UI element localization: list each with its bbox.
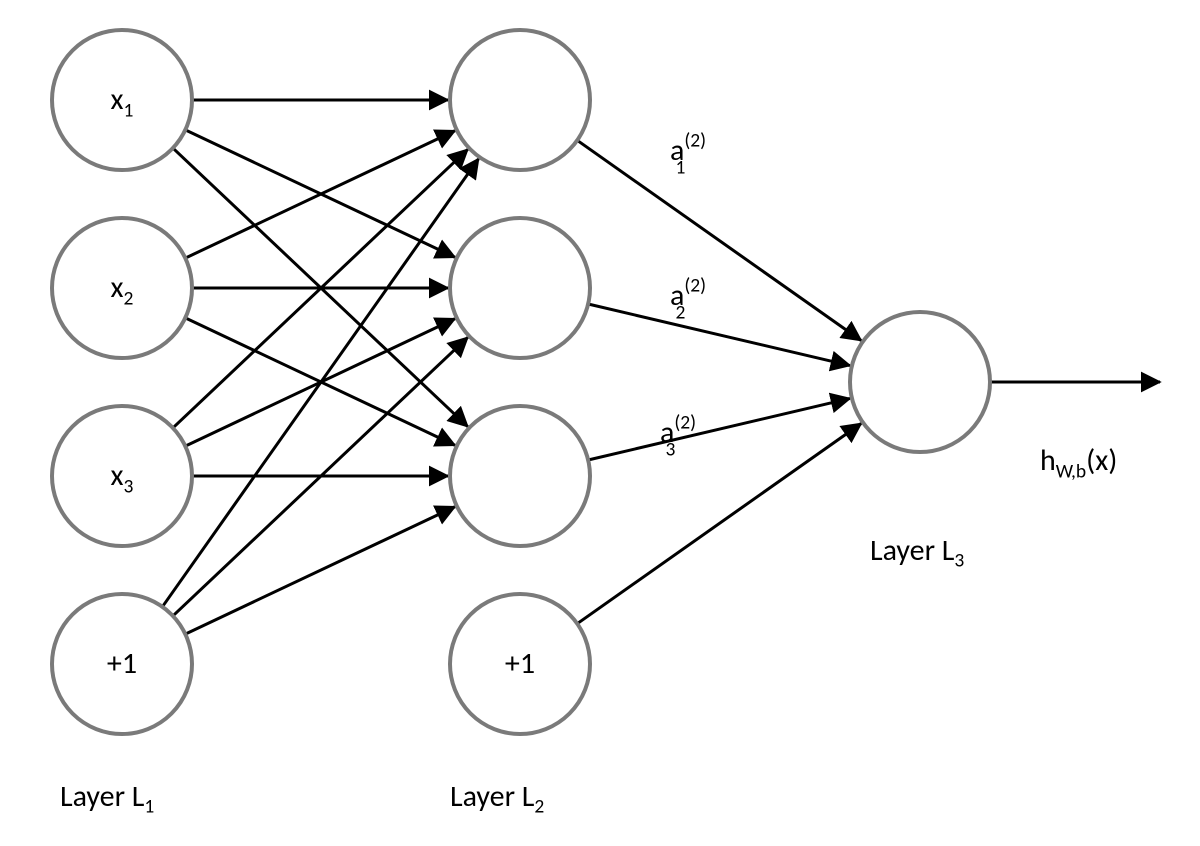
edge-b1-h1 <box>162 159 478 607</box>
layer-label-1: Layer L1 <box>60 778 154 819</box>
layer-label-3: Layer L3 <box>870 532 964 573</box>
node-label-b1: +1 <box>107 645 137 682</box>
edge-label: a(2)2 <box>670 274 706 325</box>
edge-h3-out <box>588 398 850 460</box>
node-label-b2: +1 <box>505 645 535 682</box>
output-function-label: hW,b(x) <box>1040 442 1117 484</box>
edge-h2-out <box>588 304 850 366</box>
neural-network-diagram: a(2)1a(2)2a(2)3x1x2x3+1+1hW,b(x)Layer L1… <box>0 0 1200 846</box>
node-h1 <box>450 30 590 170</box>
edge-b1-h3 <box>185 507 455 634</box>
node-h2 <box>450 218 590 358</box>
edge-label: a(2)1 <box>670 129 706 180</box>
layer-label-2: Layer L2 <box>450 778 544 819</box>
node-out <box>850 312 990 452</box>
node-h3 <box>450 406 590 546</box>
